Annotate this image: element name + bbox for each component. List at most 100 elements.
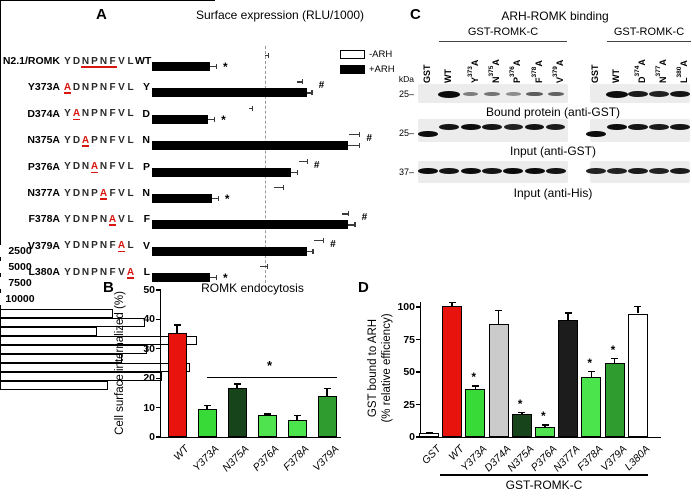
a-seq-letter: N [81,55,90,67]
a-sig-star: * [222,271,228,286]
a-errorcap-minus [347,211,349,217]
y-tick-label: 0 [409,431,415,443]
a-row-label: P376A Y D N A N F V L P [2,159,150,175]
a-seq-letter: N [81,161,90,173]
a-sig-hash: # [366,133,372,145]
a-bar-plus-arh [152,194,213,203]
a-seq-letter: F [109,266,116,278]
bar-error-cap [471,385,479,387]
y-tick-label: 20 [143,372,155,385]
a-x-tick-label: 10000 [5,293,35,306]
c-band [628,90,648,98]
y-tick-mark [156,318,161,320]
a-errorcap-plus [359,143,361,149]
legend-swatch-plus-arh [340,64,365,74]
a-errorbar-minus [314,239,323,241]
c-band [670,123,690,131]
y-tick-mark [416,436,421,438]
c-lane-label-text: WT [611,69,621,83]
a-row-label: N2.1/ROMK Y D N P N F V L WT [2,53,151,69]
a-errorbar-plus [291,171,298,173]
a-errorbar-minus [264,55,268,57]
a-x-tick-mark [0,305,2,310]
a-row-tick: N [142,187,150,199]
c-lane-label-text: GST [590,64,600,83]
a-seq-letter: Y [64,55,71,67]
bar [197,409,217,437]
a-seq-letter: N [99,266,108,278]
a-bar-minus-arh [0,381,108,391]
a-row-name: N2.1/ROMK [2,55,60,67]
bar-error-line [613,357,616,363]
a-seq-letter: F [109,108,116,120]
a-seq-letter: P [91,108,98,120]
a-bar-plus-arh [152,141,348,151]
a-seq-letter: D [72,187,81,199]
c-lane-label-text: D374A [634,59,647,83]
bar [257,414,277,437]
bar-error-cap [263,413,271,415]
panel-a-label: A [96,6,107,23]
a-errorcap-minus [267,53,269,58]
c-band [418,167,438,175]
a-row-tick: Y [142,81,150,94]
c-band [524,167,545,175]
a-seq-letter: N [99,213,108,225]
bar-error-cap [541,424,549,426]
bar-error-line [451,301,453,306]
bar [488,323,509,437]
bar-error-line [474,385,477,389]
legend-label-plus-arh: +ARH [369,63,395,75]
a-seq-letter: F [109,134,116,146]
a-seq-letter: N [99,108,108,120]
a-row-tick: F [143,213,150,226]
c-blot-strip [418,119,568,142]
a-seq-letter: N [81,213,90,225]
a-seq-letter: Y [64,213,71,225]
a-errorbar-minus [348,134,360,136]
bar [465,388,486,437]
c-band [524,123,545,131]
a-y-axis-line [0,1,2,246]
a-errorcap-plus [214,116,216,122]
a-sig-hash: # [329,238,336,250]
panel-d-ylabel-line1: GST bound to ARH [367,318,379,418]
a-row-label: N377A Y D N P A F V L N [2,185,150,201]
a-row-name: L380A [28,266,60,279]
c-band [460,167,481,175]
a-bar-minus-arh [0,327,98,337]
a-row-name: Y373A [27,81,60,94]
a-errorbar-plus [347,145,360,147]
a-seq-letter: V [118,108,125,120]
a-seq-letter: A [108,213,117,225]
bar [167,332,187,437]
c-lane-label: GST [589,45,603,83]
c-lane-label-text: N375A [487,59,501,83]
a-bar-plus-arh [152,114,209,124]
a-seq-underline [73,118,80,121]
a-errorcap-plus [215,275,218,281]
bar-error-cap [518,411,526,414]
a-seq-letter: A [117,240,126,252]
panel-d-group-label: GST-ROMK-C [505,478,583,492]
y-tick-label: 75 [403,333,415,346]
c-band [546,123,566,131]
a-reference-dashed-line [264,46,266,288]
a-errorbar-minus [259,266,267,268]
a-errorbar-plus [306,92,312,94]
a-seq-letter: V [118,161,125,173]
bar-error-cap [634,305,642,308]
c-lane-label: L380A [673,45,689,83]
a-row-name: V379A [27,239,60,252]
c-lane-label: WT [610,45,624,83]
a-row-tick: N [142,134,150,147]
a-row-name: P376A [27,160,60,173]
a-seq-underline [127,277,134,279]
gst-romk-c-underline-right [607,41,691,43]
a-seq-letter: L [127,213,134,225]
y-tick-label: 50 [403,366,415,378]
